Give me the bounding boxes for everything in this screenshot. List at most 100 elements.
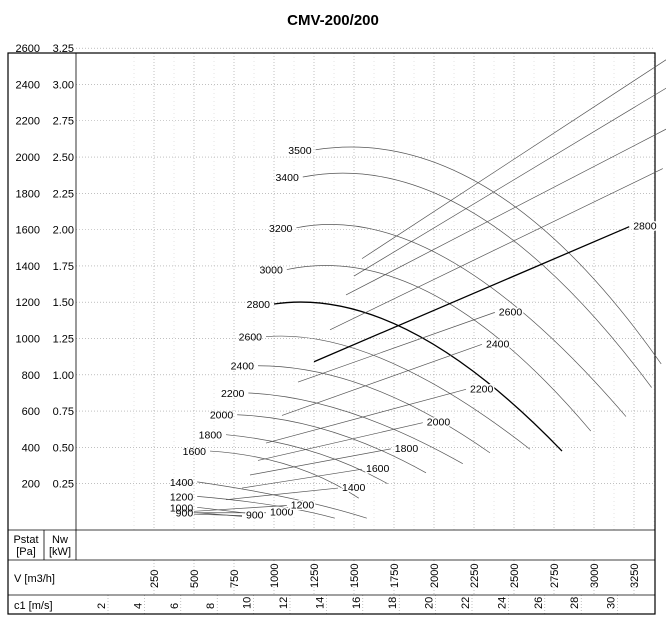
y2-axis-label: Nw [52,534,68,546]
x-tick-label: 3000 [589,564,601,588]
y2-tick-label: 0.50 [53,442,74,454]
y2-tick-label: 2.25 [53,188,74,200]
labels: 200 0.25 400 0.50 600 0.75 800 1.00 1000 1.25 1200… [13,43,666,612]
x-tick-label: 250 [149,570,161,588]
pressure-curve-label: 1200 [170,491,194,503]
pressure-curve-label: 900 [176,508,194,520]
y-tick-label: 1600 [16,225,40,237]
y2-tick-label: 3.00 [53,79,74,91]
pressure-curve-1000 [197,506,259,515]
pressure-curve-2800 [273,301,563,452]
power-curve-3400 [353,87,666,277]
x-tick-label: 1500 [349,564,361,588]
x-tick-label: 1250 [309,564,321,588]
y2-tick-label: 0.25 [53,479,74,491]
pressure-curve-3500 [315,146,662,365]
pressure-curve-label: 2200 [221,388,245,400]
curves [193,59,666,519]
pressure-curve-1800 [225,434,388,485]
chart-title: CMV-200/200 [287,12,379,29]
y-tick-label: 2000 [16,152,40,164]
x2-tick-label: 24 [496,597,508,609]
y-tick-label: 1200 [16,297,40,309]
pressure-curve-label: 3000 [259,265,283,277]
power-curve-label: 2600 [499,306,523,318]
x-tick-label: 500 [189,570,201,588]
x2-tick-label: 18 [387,597,399,609]
x2-tick-label: 26 [533,597,545,609]
x2-tick-label: 2 [96,603,108,609]
pressure-curve-2600 [265,335,531,450]
pressure-curve-1600 [209,450,359,499]
pressure-curve-label: 3400 [275,172,299,184]
y2-tick-label: 0.75 [53,406,74,418]
power-curve-1200 [193,505,287,512]
y-tick-label: 2600 [16,43,40,55]
power-curve-label: 2800 [633,221,657,233]
x2-tick-label: 22 [460,597,472,609]
y-tick-label: 600 [22,406,40,418]
power-curve-label: 900 [246,510,264,522]
pressure-curve-label: 1400 [170,477,194,489]
y-tick-label: 1000 [16,334,40,346]
y2-tick-label: 2.50 [53,152,74,164]
grid [76,47,655,614]
pressure-curve-3000 [286,265,592,432]
pressure-curve-2000 [237,414,427,474]
x-tick-label: 2500 [509,564,521,588]
pressure-curve-label: 2000 [210,410,234,422]
x-tick-label: 2250 [469,564,481,588]
pressure-curve-label: 1800 [199,430,223,442]
x-axis-label: V [m3/h] [14,573,55,585]
y2-axis-unit: [kW] [49,546,71,558]
x-tick-label: 2750 [549,564,561,588]
x2-tick-label: 30 [606,597,618,609]
power-curve-3000 [329,168,663,331]
power-curve-2200 [265,388,467,444]
power-curve-label: 1000 [270,507,294,519]
pressure-curve-label: 2400 [231,361,255,373]
power-curve-label: 1600 [366,463,390,475]
y2-tick-label: 1.00 [53,370,74,382]
pressure-curve-label: 2800 [247,299,271,311]
pressure-curve-1200 [197,496,335,519]
x2-tick-label: 10 [242,597,254,609]
power-curve-label: 2200 [470,383,494,395]
y-axis-label: Pstat [13,534,38,546]
x2-tick-label: 12 [278,597,290,609]
power-curve-2800 [313,226,630,363]
power-curve-1400 [225,487,339,501]
power-curve-2400 [281,343,483,416]
x-tick-label: 1750 [389,564,401,588]
pressure-curve-label: 3200 [269,223,293,235]
power-curve-label: 1800 [395,443,419,455]
power-curve-label: 2400 [486,338,510,350]
power-curve-2000 [257,422,423,461]
y-tick-label: 1800 [16,188,40,200]
pressure-curve-label: 2600 [239,332,263,344]
pressure-curve-label: 1000 [170,502,194,514]
x-tick-label: 2000 [429,564,441,588]
y2-tick-label: 2.00 [53,225,74,237]
x-tick-label: 3250 [629,564,641,588]
x2-tick-label: 28 [569,597,581,609]
x2-tick-label: 4 [132,603,144,609]
power-curve-1800 [249,448,391,476]
power-curve-900 [193,513,243,516]
frame [7,52,656,615]
power-curve-label: 1200 [291,499,315,511]
power-curve-2600 [297,312,495,383]
y-tick-label: 1400 [16,261,40,273]
pressure-curve-label: 3500 [288,145,312,157]
y-tick-label: 2200 [16,116,40,128]
x2-tick-label: 14 [314,597,326,609]
y-axis-unit: [Pa] [16,546,36,558]
pressure-curve-1400 [197,481,367,519]
power-curve-label: 2000 [427,417,451,429]
pressure-curve-3400 [302,172,652,388]
power-curve-label: 1400 [342,482,366,494]
x2-axis-label: c1 [m/s] [14,600,53,612]
x2-tick-label: 8 [205,603,217,609]
pressure-curve-2400 [257,365,491,454]
